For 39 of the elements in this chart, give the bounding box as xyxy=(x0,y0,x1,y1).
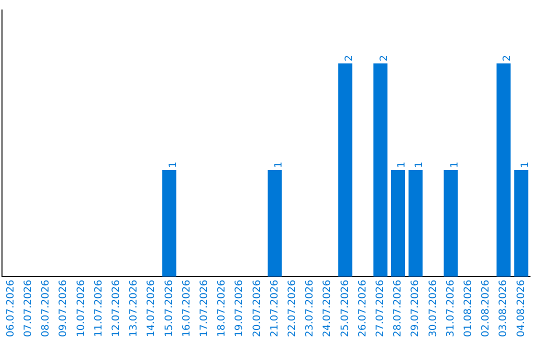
x-tick-label: 29.07.2026 xyxy=(410,280,422,338)
data-label: 1 xyxy=(520,162,531,168)
data-label: 1 xyxy=(414,162,426,168)
x-tick-label: 26.07.2026 xyxy=(357,280,368,338)
x-tick-label: 07.07.2026 xyxy=(22,280,34,338)
x-tick-label: 14.07.2026 xyxy=(146,280,158,338)
x-tick-label: 17.07.2026 xyxy=(198,280,210,338)
x-tick-label: 24.07.2026 xyxy=(322,280,334,338)
x-tick-label: 20.07.2026 xyxy=(252,280,263,338)
data-label: 1 xyxy=(273,162,284,168)
x-tick-label: 11.07.2026 xyxy=(93,280,104,338)
data-label: 2 xyxy=(502,54,514,62)
x-tick-label: 02.08.2026 xyxy=(480,280,492,338)
x-tick-label: 19.07.2026 xyxy=(234,280,246,338)
x-tick-label: 06.07.2026 xyxy=(5,280,16,338)
data-label: 2 xyxy=(344,54,355,62)
x-tick-label: 30.07.2026 xyxy=(428,280,439,338)
x-tick-label: 27.07.2026 xyxy=(374,280,386,338)
data-label: 1 xyxy=(449,162,460,168)
x-tick-label: 18.07.2026 xyxy=(216,280,228,338)
x-tick-label: 15.07.2026 xyxy=(164,280,175,338)
x-tick-label: 08.07.2026 xyxy=(40,280,52,338)
x-tick-label: 22.07.2026 xyxy=(286,280,298,338)
x-tick-label: 31.07.2026 xyxy=(445,280,456,338)
x-tick-label: 01.08.2026 xyxy=(462,280,474,338)
x-tick-label: 03.08.2026 xyxy=(498,280,510,338)
x-tick-label: 21.07.2026 xyxy=(269,280,280,338)
x-tick-label: 25.07.2026 xyxy=(340,280,351,338)
x-tick-label: 16.07.2026 xyxy=(181,280,192,338)
data-label: 1 xyxy=(168,162,179,168)
data-label: 1 xyxy=(396,162,408,168)
x-tick-label: 13.07.2026 xyxy=(128,280,140,338)
data-label: 2 xyxy=(378,54,390,62)
x-tick-label: 09.07.2026 xyxy=(58,280,70,338)
x-tick-label: 23.07.2026 xyxy=(304,280,316,338)
x-tick-label: 12.07.2026 xyxy=(110,280,122,338)
x-tick-label: 04.08.2026 xyxy=(516,280,527,338)
x-tick-label: 28.07.2026 xyxy=(392,280,404,338)
x-tick-label: 10.07.2026 xyxy=(76,280,87,338)
